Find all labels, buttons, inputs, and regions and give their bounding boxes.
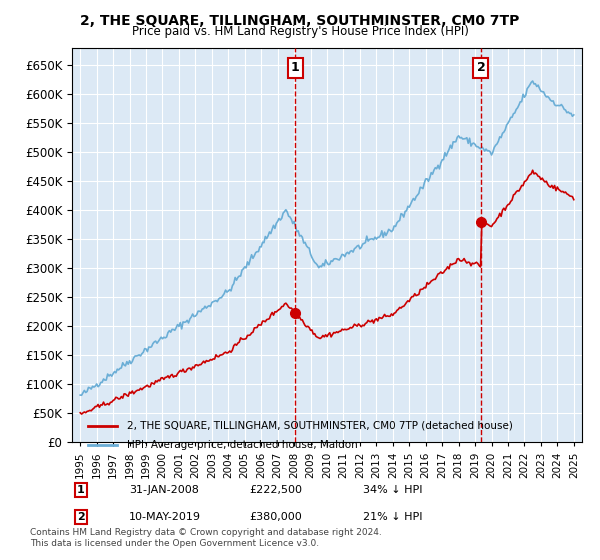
Text: 2: 2 bbox=[476, 62, 485, 74]
Text: Contains HM Land Registry data © Crown copyright and database right 2024.
This d: Contains HM Land Registry data © Crown c… bbox=[30, 528, 382, 548]
Text: £380,000: £380,000 bbox=[249, 512, 302, 522]
Text: 1: 1 bbox=[77, 485, 85, 495]
Text: HPI: Average price, detached house, Maldon: HPI: Average price, detached house, Mald… bbox=[127, 440, 358, 450]
Text: 10-MAY-2019: 10-MAY-2019 bbox=[129, 512, 201, 522]
Text: 2, THE SQUARE, TILLINGHAM, SOUTHMINSTER, CM0 7TP: 2, THE SQUARE, TILLINGHAM, SOUTHMINSTER,… bbox=[80, 14, 520, 28]
Text: Price paid vs. HM Land Registry's House Price Index (HPI): Price paid vs. HM Land Registry's House … bbox=[131, 25, 469, 38]
Text: 2: 2 bbox=[77, 512, 85, 522]
Text: 2, THE SQUARE, TILLINGHAM, SOUTHMINSTER, CM0 7TP (detached house): 2, THE SQUARE, TILLINGHAM, SOUTHMINSTER,… bbox=[127, 421, 513, 431]
Text: £222,500: £222,500 bbox=[249, 485, 302, 495]
Text: 31-JAN-2008: 31-JAN-2008 bbox=[129, 485, 199, 495]
Text: 1: 1 bbox=[291, 62, 300, 74]
Text: 34% ↓ HPI: 34% ↓ HPI bbox=[363, 485, 422, 495]
Text: 21% ↓ HPI: 21% ↓ HPI bbox=[363, 512, 422, 522]
